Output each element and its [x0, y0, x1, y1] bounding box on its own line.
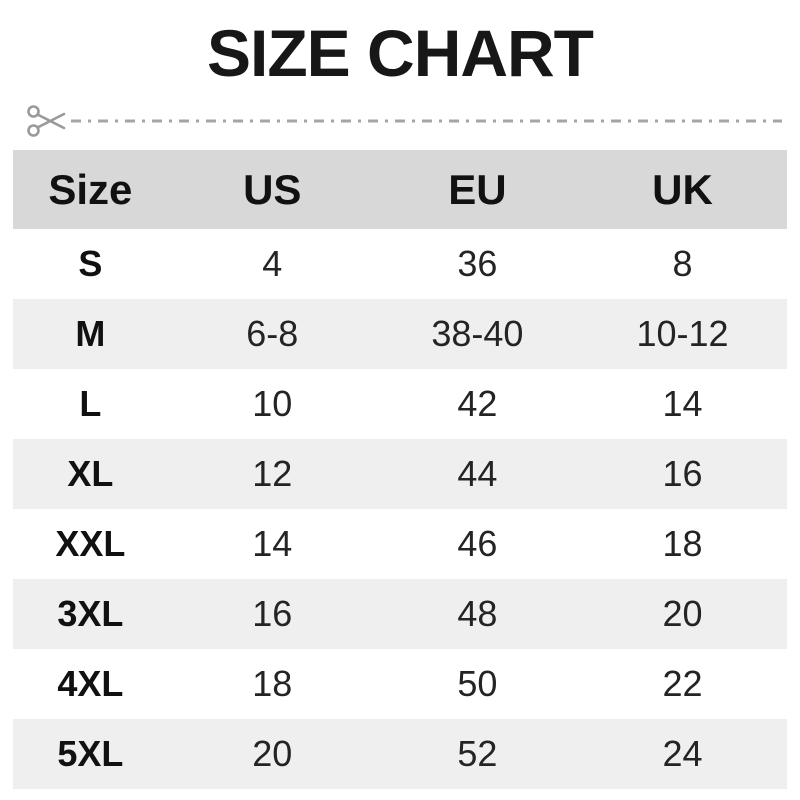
size-cell: XL — [13, 439, 168, 509]
eu-cell: 42 — [457, 383, 498, 424]
cut-line — [26, 102, 782, 140]
header-eu: EU — [376, 150, 578, 229]
table-row: S 4 36 8 — [13, 229, 787, 299]
size-cell: M — [13, 299, 168, 369]
uk-cell: 20 — [578, 579, 787, 649]
table-row: 4XL 18 50 22 — [13, 649, 787, 719]
cut-dash-line — [71, 102, 782, 140]
size-cell: 5XL — [13, 719, 168, 789]
uk-cell: 14 — [662, 383, 703, 424]
eu-cell: 44 — [376, 439, 578, 509]
uk-cell: 22 — [662, 663, 703, 704]
eu-cell: 36 — [457, 243, 498, 284]
us-cell: 14 — [252, 523, 293, 564]
us-cell: 6-8 — [167, 299, 377, 369]
uk-cell: 8 — [672, 243, 693, 284]
table-row: 5XL 20 52 24 — [13, 719, 787, 789]
uk-cell: 18 — [662, 523, 703, 564]
us-cell: 20 — [167, 719, 377, 789]
size-cell: 4XL — [57, 663, 124, 704]
uk-cell: 16 — [578, 439, 787, 509]
table-row: L 10 42 14 — [13, 369, 787, 439]
eu-cell: 46 — [457, 523, 498, 564]
table-row: 3XL 16 48 20 — [13, 579, 787, 649]
header-us: US — [167, 150, 377, 229]
uk-cell: 24 — [578, 719, 787, 789]
us-cell: 10 — [252, 383, 293, 424]
size-cell: XXL — [55, 523, 126, 564]
scissors-icon — [26, 103, 68, 139]
header-uk: UK — [578, 150, 787, 229]
size-cell: 3XL — [13, 579, 168, 649]
us-cell: 4 — [262, 243, 283, 284]
us-cell: 12 — [167, 439, 377, 509]
eu-cell: 50 — [457, 663, 498, 704]
size-cell: L — [79, 383, 102, 424]
size-chart-table: Size US EU UK S 4 36 8 M 6-8 38-40 10-12… — [13, 150, 787, 789]
page-title: SIZE CHART — [207, 16, 594, 90]
eu-cell: 38-40 — [376, 299, 578, 369]
header-size: Size — [13, 150, 168, 229]
table-header-row: Size US EU UK — [13, 150, 787, 229]
us-cell: 16 — [167, 579, 377, 649]
us-cell: 18 — [252, 663, 293, 704]
eu-cell: 52 — [376, 719, 578, 789]
table-row: XL 12 44 16 — [13, 439, 787, 509]
uk-cell: 10-12 — [578, 299, 787, 369]
table-row: M 6-8 38-40 10-12 — [13, 299, 787, 369]
size-cell: S — [78, 243, 103, 284]
table-row: XXL 14 46 18 — [13, 509, 787, 579]
eu-cell: 48 — [376, 579, 578, 649]
